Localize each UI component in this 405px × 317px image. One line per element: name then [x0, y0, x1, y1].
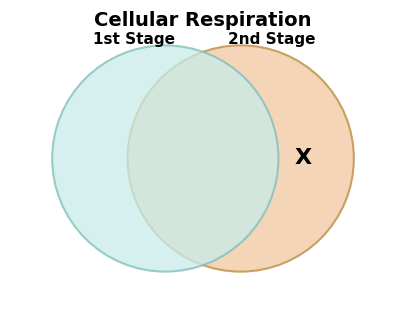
Circle shape — [52, 45, 278, 272]
Text: Cellular Respiration: Cellular Respiration — [94, 11, 311, 30]
Text: 2nd Stage: 2nd Stage — [228, 32, 315, 47]
Circle shape — [127, 45, 353, 272]
Text: X: X — [294, 148, 311, 169]
Text: 1st Stage: 1st Stage — [93, 32, 175, 47]
